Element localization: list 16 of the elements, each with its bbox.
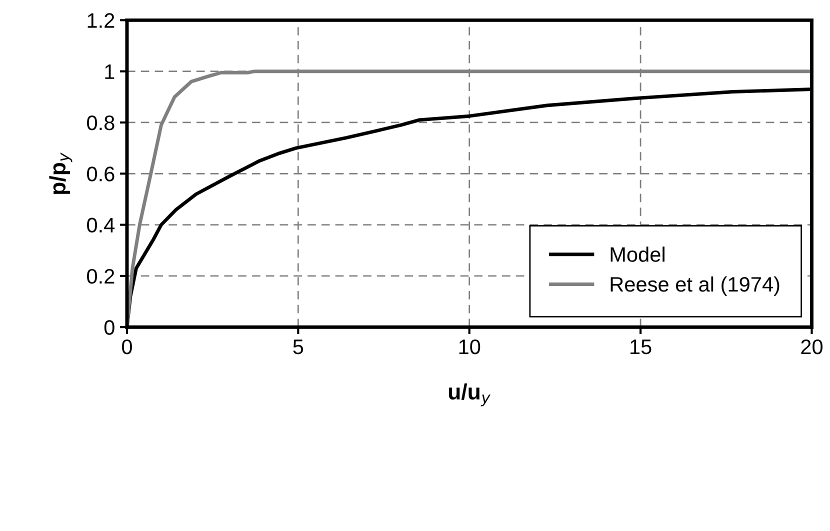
- legend-label: Reese et al (1974): [610, 276, 780, 296]
- legend-label: Model: [610, 246, 664, 262]
- y-tick-label: 1: [105, 64, 114, 79]
- x-tick-label: 15: [630, 340, 652, 354]
- y-tick-label: 0.8: [87, 115, 114, 130]
- y-tick-label: 1.2: [88, 13, 114, 28]
- x-tick-label: 0: [122, 339, 132, 354]
- y-tick-label: 0.4: [87, 218, 115, 233]
- x-tick-label: 5: [293, 340, 304, 354]
- x-tick-label: 20: [801, 339, 823, 354]
- y-axis-title: p/p$_{y}$: [49, 152, 72, 194]
- x-tick-label: 10: [459, 339, 480, 354]
- y-tick-label: 0: [104, 320, 114, 335]
- y-tick-label: 0.6: [87, 166, 114, 182]
- y-tick-label: 0.2: [87, 268, 114, 284]
- x-axis-title: u/u$_{y}$: [448, 383, 490, 406]
